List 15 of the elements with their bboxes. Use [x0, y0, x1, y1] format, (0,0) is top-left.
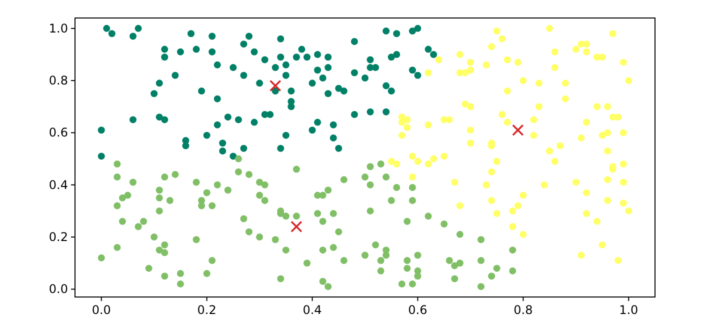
x-tick-label: 0.2	[197, 303, 216, 317]
point	[290, 220, 302, 232]
y-tick-label: 1.0	[48, 21, 68, 36]
x-tick-label: 1.0	[619, 303, 638, 317]
x-tick-label: 0.6	[408, 303, 428, 317]
x-tick-label: 0.8	[514, 303, 533, 317]
y-tick-label: 0.2	[48, 230, 68, 244]
y-tick-label: 0.0	[48, 282, 68, 296]
x-tick-label: 0.4	[302, 303, 322, 317]
point	[512, 124, 524, 136]
point	[269, 80, 282, 92]
y-tick-label: 0.4	[48, 178, 68, 192]
x-tick-label: 0.0	[92, 303, 111, 317]
y-tick-label: 0.6	[48, 126, 68, 140]
y-tick-label: 0.8	[48, 74, 68, 88]
